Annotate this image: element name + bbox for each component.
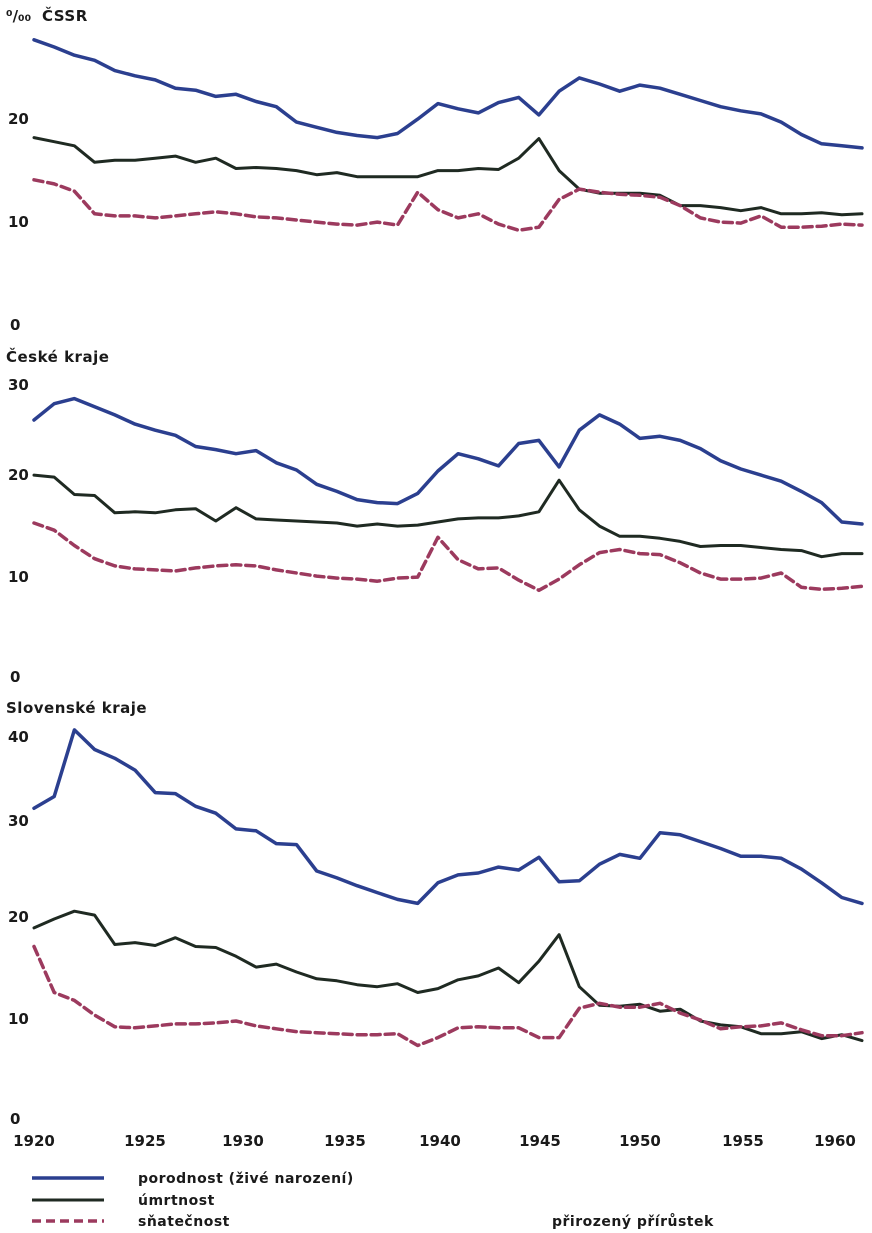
series-line-cssr-snatecnost [32,178,864,233]
y-tick-slovenske-30: 30 [8,812,29,830]
series-line-cssr-umrtnost [32,136,864,217]
series-line-slovenske-kraje-umrtnost [32,909,864,1043]
y-tick-cssr-0: 0 [10,316,20,334]
y-tick-slovenske-20: 20 [8,908,29,926]
panel-title-ceske-kraje: České kraje [6,347,109,366]
x-tick-1950: 1950 [619,1132,661,1150]
panel-cssr: ⁰/₀₀ ČSSR 20 10 0 [6,6,864,334]
legend-label-umrtnost: úmrtnost [138,1193,215,1209]
series-layer-cssr [32,38,864,233]
y-tick-ceske-10: 10 [8,568,29,586]
x-tick-1945: 1945 [519,1132,561,1150]
x-tick-1930: 1930 [222,1132,264,1150]
legend-label-snatecnost: sňatečnost [138,1214,230,1230]
y-tick-ceske-30: 30 [8,376,29,394]
legend: porodnost (živé narození) úmrtnost sňate… [32,1171,714,1230]
unit-label: ⁰/₀₀ [6,7,31,25]
series-layer-slovenske-kraje [32,728,864,1048]
panel-ceske-kraje: České kraje 30 20 10 0 [6,347,864,686]
x-tick-1925: 1925 [124,1132,166,1150]
x-axis: 1920 1925 1930 1935 1940 1945 1950 1955 … [13,1132,856,1150]
legend-label-porodnost: porodnost (živé narození) [138,1171,354,1187]
y-tick-ceske-20: 20 [8,466,29,484]
series-line-ceske-kraje-snatecnost [32,521,864,593]
series-layer-ceske-kraje [32,396,864,593]
y-tick-ceske-0: 0 [10,668,20,686]
series-line-slovenske-kraje-snatecnost [32,944,864,1048]
y-tick-slovenske-40: 40 [8,728,29,746]
panel-title-cssr: ČSSR [42,6,88,25]
panel-title-slovenske-kraje: Slovenské kraje [6,699,147,717]
y-tick-cssr-10: 10 [8,213,29,231]
series-line-cssr-porodnost [32,38,864,150]
x-tick-1960: 1960 [814,1132,856,1150]
series-line-ceske-kraje-porodnost [32,396,864,526]
y-tick-slovenske-10: 10 [8,1010,29,1028]
x-tick-1955: 1955 [722,1132,764,1150]
panel-slovenske-kraje: Slovenské kraje 40 30 20 10 0 [6,699,864,1128]
x-tick-1920: 1920 [13,1132,55,1150]
series-line-slovenske-kraje-porodnost [32,728,864,906]
x-tick-1935: 1935 [324,1132,366,1150]
legend-label-prirozeny-prirustek: přirozený přírůstek [552,1213,714,1230]
x-tick-1940: 1940 [419,1132,461,1150]
y-tick-cssr-20: 20 [8,110,29,128]
y-tick-slovenske-0: 0 [10,1110,20,1128]
series-line-ceske-kraje-umrtnost [32,473,864,559]
